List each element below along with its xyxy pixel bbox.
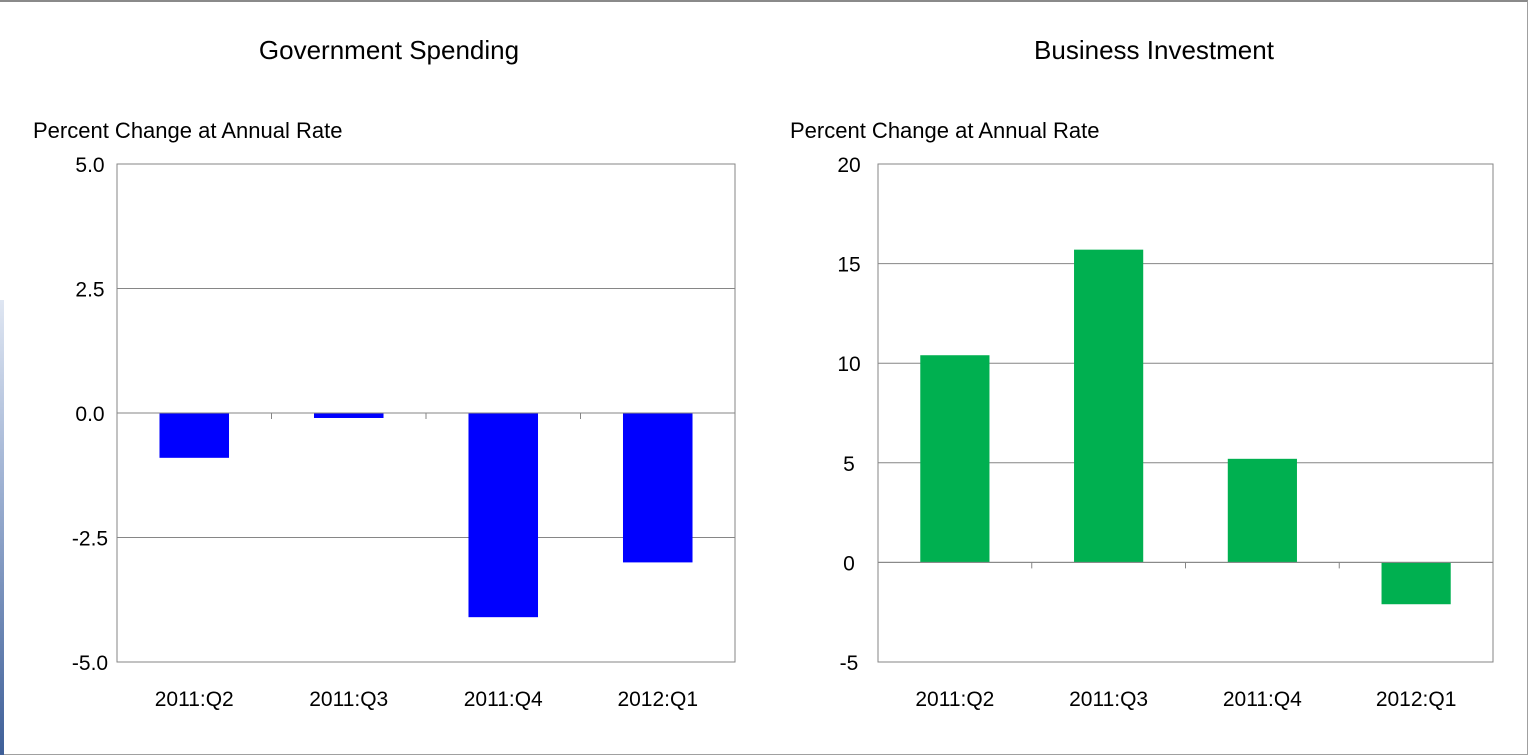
x-tick-label: 2011:Q2 xyxy=(915,688,994,711)
slide-edge-strip xyxy=(0,300,4,755)
chart-title: Government Spending xyxy=(259,35,519,65)
bar xyxy=(468,413,539,618)
x-tick-label: 2011:Q4 xyxy=(1223,688,1302,711)
bar xyxy=(622,413,693,563)
y-tick-label: 5.0 xyxy=(75,154,104,177)
x-tick-label: 2011:Q3 xyxy=(309,688,388,711)
y-tick-label: 0.0 xyxy=(75,403,104,426)
y-axis-label: Percent Change at Annual Rate xyxy=(790,118,1099,143)
y-tick-label: 10 xyxy=(837,353,860,376)
x-tick-label: 2012:Q1 xyxy=(617,688,698,711)
y-tick-label: 20 xyxy=(837,154,860,177)
y-tick-label: -2.5 xyxy=(72,528,108,551)
y-tick-label: 0 xyxy=(843,552,855,575)
y-tick-label: 2.5 xyxy=(75,279,104,302)
y-tick-label: 15 xyxy=(837,254,860,277)
business-investment-chart: Business Investment Percent Change at An… xyxy=(790,35,1494,711)
y-axis-label: Percent Change at Annual Rate xyxy=(33,118,342,143)
x-tick-label: 2011:Q4 xyxy=(464,688,543,711)
y-tick-label: -5 xyxy=(840,652,859,675)
bar xyxy=(920,355,990,563)
chart-title: Business Investment xyxy=(1034,35,1275,65)
bar xyxy=(1227,458,1297,563)
bar xyxy=(313,413,384,418)
bar xyxy=(1074,249,1144,563)
x-tick-label: 2011:Q3 xyxy=(1069,688,1148,711)
y-tick-label: -5.0 xyxy=(72,652,108,675)
x-tick-label: 2011:Q2 xyxy=(155,688,234,711)
x-tick-label: 2012:Q1 xyxy=(1376,688,1457,711)
bar xyxy=(159,413,230,458)
bar xyxy=(1381,562,1451,605)
government-spending-chart: Government Spending Percent Change at An… xyxy=(33,35,736,711)
y-tick-label: 5 xyxy=(843,453,855,476)
